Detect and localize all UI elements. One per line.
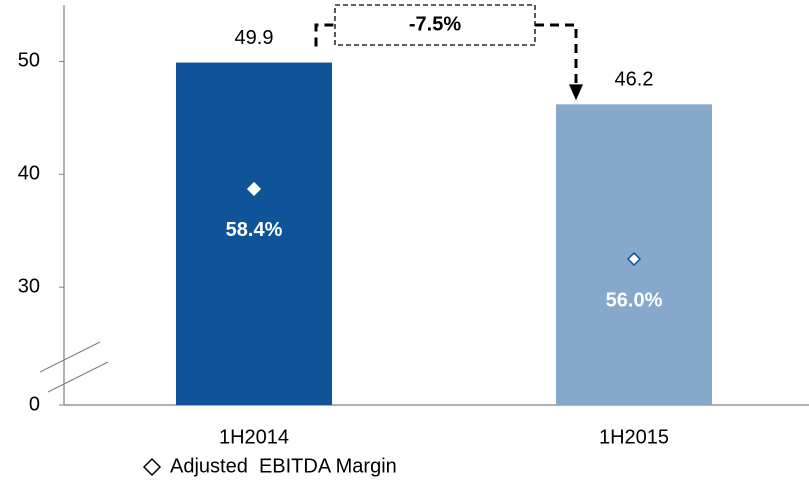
margin-label: 58.4%: [226, 219, 283, 241]
y-tick-label: 30: [18, 275, 40, 297]
annotation-arrow: [535, 23, 578, 87]
annotation-arrow: [314, 23, 335, 47]
margin-marker: [246, 181, 262, 197]
x-tick-label: 1H2014: [219, 426, 289, 448]
break-line: [47, 361, 109, 393]
margin-label: 56.0%: [606, 289, 663, 311]
y-tick-label: 50: [18, 50, 40, 72]
bar: [176, 62, 332, 406]
x-tick-label: 1H2015: [599, 426, 669, 448]
axis-break: [39, 341, 109, 393]
arrow-head: [569, 84, 583, 101]
legend-marker: [142, 457, 162, 477]
break-line: [39, 341, 101, 373]
margin-marker: [626, 251, 642, 267]
annotation: -7.5%: [409, 13, 461, 35]
bar-value-label: 46.2: [615, 69, 654, 91]
bar-value-label: 49.9: [235, 27, 274, 49]
y-tick-label: 40: [18, 163, 40, 185]
y-tick-label: 0: [29, 393, 40, 415]
legend-label: Adjusted EBITDA Margin: [170, 455, 397, 477]
